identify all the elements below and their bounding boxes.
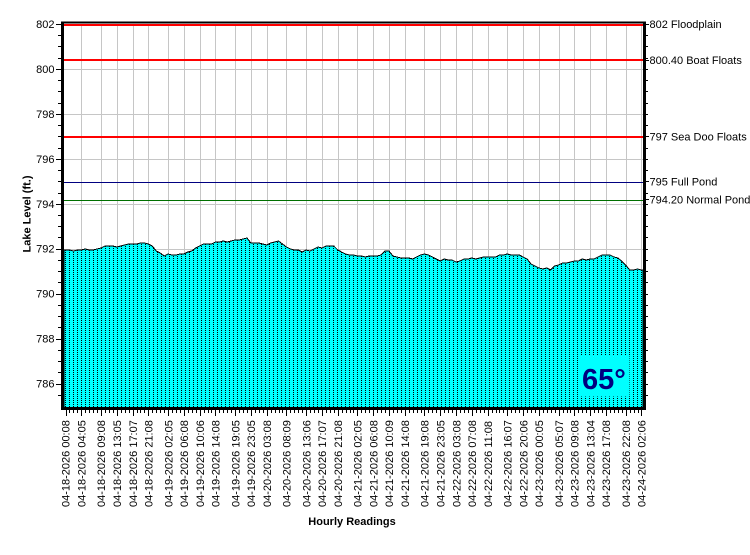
svg-text:796: 796 <box>36 154 54 166</box>
svg-text:04-22-2026 03:08: 04-22-2026 03:08 <box>451 420 463 507</box>
svg-text:65°: 65° <box>582 364 626 396</box>
svg-text:04-21-2026 19:08: 04-21-2026 19:08 <box>420 420 432 507</box>
svg-text:04-19-2026 10:06: 04-19-2026 10:06 <box>195 420 207 507</box>
svg-text:04-18-2026 00:08: 04-18-2026 00:08 <box>61 420 73 507</box>
svg-text:04-21-2026 06:08: 04-21-2026 06:08 <box>368 420 380 507</box>
svg-text:790: 790 <box>36 289 54 301</box>
svg-text:04-18-2026 04:05: 04-18-2026 04:05 <box>77 420 89 507</box>
svg-text:04-23-2026 09:08: 04-23-2026 09:08 <box>570 420 582 507</box>
svg-text:04-18-2026 13:05: 04-18-2026 13:05 <box>112 420 124 507</box>
svg-text:04-22-2026 16:07: 04-22-2026 16:07 <box>503 420 515 507</box>
svg-text:04-21-2026 23:05: 04-21-2026 23:05 <box>436 420 448 507</box>
svg-text:04-21-2026 10:09: 04-21-2026 10:09 <box>384 420 396 507</box>
svg-text:04-23-2026 17:08: 04-23-2026 17:08 <box>601 420 613 507</box>
svg-text:04-19-2026 23:05: 04-19-2026 23:05 <box>246 420 258 507</box>
svg-text:04-23-2026 22:08: 04-23-2026 22:08 <box>621 420 633 507</box>
svg-text:795 Full Pond: 795 Full Pond <box>650 177 718 189</box>
svg-text:04-23-2026 00:05: 04-23-2026 00:05 <box>534 420 546 507</box>
svg-text:798: 798 <box>36 109 54 121</box>
svg-text:04-19-2026 19:05: 04-19-2026 19:05 <box>230 420 242 507</box>
svg-text:04-20-2026 17:07: 04-20-2026 17:07 <box>317 420 329 507</box>
svg-text:04-21-2026 14:08: 04-21-2026 14:08 <box>400 420 412 507</box>
svg-text:04-18-2026 17:07: 04-18-2026 17:07 <box>128 420 140 507</box>
svg-text:Hourly Readings: Hourly Readings <box>308 516 395 528</box>
svg-text:802 Floodplain: 802 Floodplain <box>650 19 722 31</box>
svg-text:04-20-2026 08:09: 04-20-2026 08:09 <box>282 420 294 507</box>
svg-text:04-23-2026 13:04: 04-23-2026 13:04 <box>585 420 597 507</box>
svg-text:04-19-2026 14:08: 04-19-2026 14:08 <box>211 420 223 507</box>
svg-text:04-20-2026 21:08: 04-20-2026 21:08 <box>333 420 345 507</box>
svg-text:04-19-2026 06:08: 04-19-2026 06:08 <box>179 420 191 507</box>
svg-text:786: 786 <box>36 379 54 391</box>
svg-text:04-21-2026 02:05: 04-21-2026 02:05 <box>353 420 365 507</box>
svg-text:792: 792 <box>36 244 54 256</box>
svg-text:04-19-2026 02:05: 04-19-2026 02:05 <box>163 420 175 507</box>
svg-text:04-22-2026 11:08: 04-22-2026 11:08 <box>483 421 495 507</box>
svg-text:04-18-2026 21:08: 04-18-2026 21:08 <box>144 420 156 507</box>
svg-text:797 Sea Doo Floats: 797 Sea Doo Floats <box>650 132 748 144</box>
svg-text:794: 794 <box>36 199 54 211</box>
svg-text:800: 800 <box>36 64 54 76</box>
svg-text:04-18-2026 09:08: 04-18-2026 09:08 <box>96 420 108 507</box>
svg-text:04-22-2026 20:06: 04-22-2026 20:06 <box>518 420 530 507</box>
svg-text:800.40 Boat Floats: 800.40 Boat Floats <box>650 55 743 67</box>
svg-text:04-24-2026 02:06: 04-24-2026 02:06 <box>637 420 649 507</box>
svg-text:802: 802 <box>36 19 54 31</box>
svg-text:04-20-2026 03:08: 04-20-2026 03:08 <box>262 420 274 507</box>
svg-text:04-22-2026 07:08: 04-22-2026 07:08 <box>467 420 479 507</box>
svg-text:788: 788 <box>36 334 54 346</box>
svg-text:794.20 Normal Pond: 794.20 Normal Pond <box>650 195 750 207</box>
svg-text:Lake Level (ft.): Lake Level (ft.) <box>22 175 34 252</box>
svg-text:04-23-2026 05:07: 04-23-2026 05:07 <box>554 420 566 507</box>
svg-text:04-20-2026 13:06: 04-20-2026 13:06 <box>301 420 313 507</box>
